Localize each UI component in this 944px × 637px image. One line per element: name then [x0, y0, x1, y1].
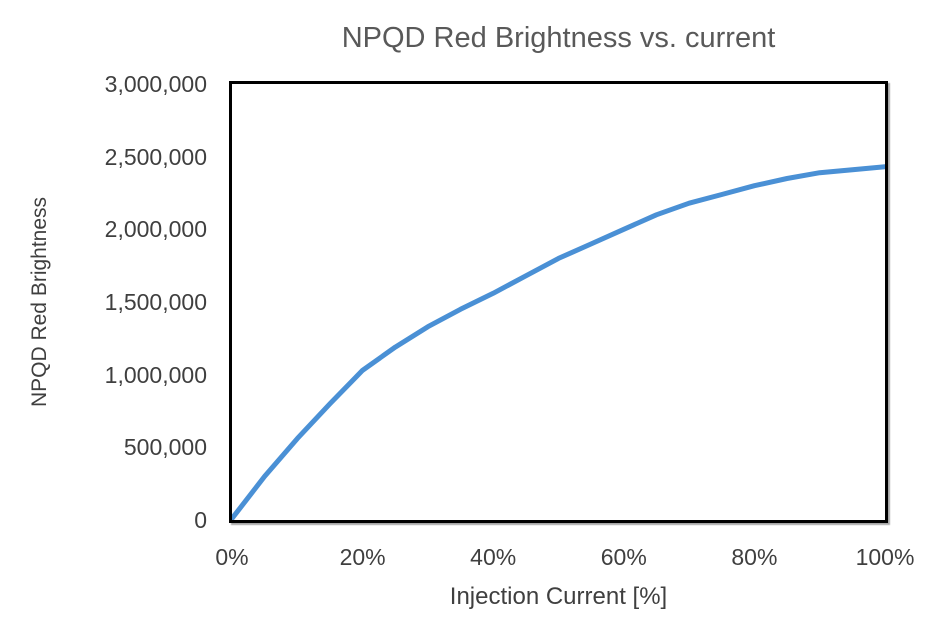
x-tick-label: 0% — [215, 544, 249, 570]
y-tick-label: 0 — [194, 507, 207, 533]
y-tick-label: 500,000 — [123, 434, 207, 461]
x-tick-label: 20% — [339, 544, 386, 570]
chart-title: NPQD Red Brightness vs. current — [341, 22, 776, 54]
y-tick-label: 1,000,000 — [104, 361, 207, 388]
x-tick-label: 60% — [600, 544, 647, 570]
x-tick-label: 40% — [470, 544, 517, 570]
y-tick-label: 1,500,000 — [104, 289, 207, 315]
y-tick-label: 3,000,000 — [104, 71, 207, 97]
x-axis-title: Injection Current [%] — [449, 583, 668, 610]
line-chart-canvas — [232, 164, 885, 520]
plot-area — [229, 81, 888, 523]
brightness-line-series — [232, 164, 885, 520]
y-tick-label: 2,000,000 — [104, 216, 207, 243]
x-tick-label: 80% — [731, 544, 778, 570]
x-tick-label: 100% — [855, 544, 915, 570]
y-tick-label: 2,500,000 — [104, 143, 207, 170]
